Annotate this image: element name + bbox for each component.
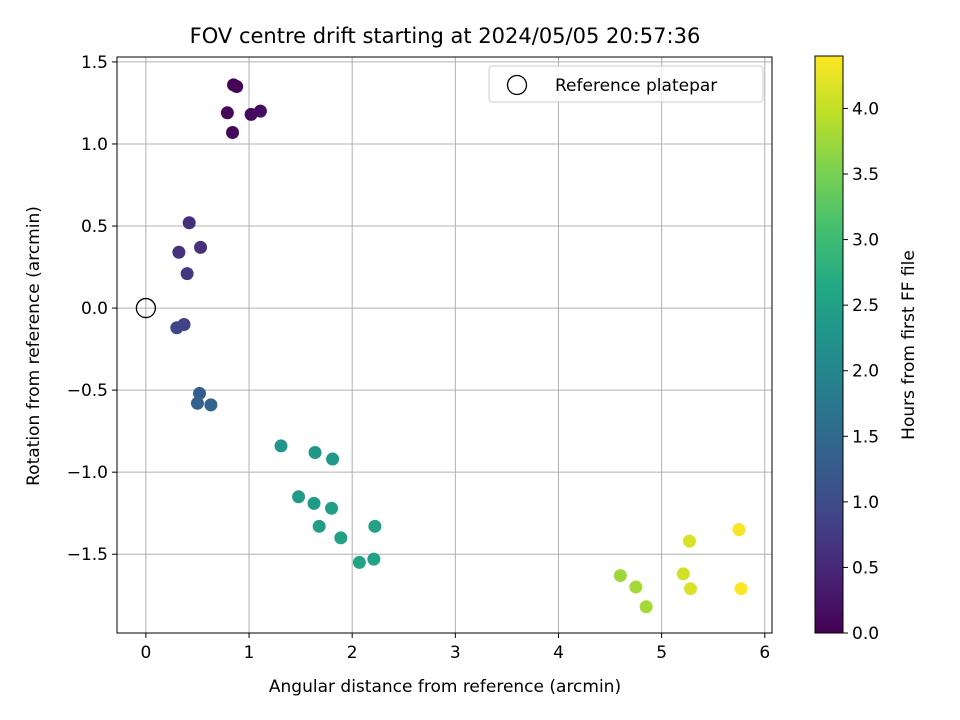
data-point — [676, 567, 690, 581]
colorbar-tick-label: 3.0 — [852, 231, 879, 251]
data-point — [308, 445, 322, 459]
data-point — [180, 267, 194, 281]
data-point — [325, 501, 339, 515]
data-point — [734, 582, 748, 596]
plot-axes-frame — [116, 56, 773, 634]
colorbar-tick-label: 0.5 — [852, 558, 879, 578]
data-point — [639, 600, 653, 614]
colorbar-tick-label: 2.5 — [852, 296, 879, 316]
y-tick-label: 0.0 — [81, 299, 108, 319]
data-point — [307, 496, 321, 510]
data-point — [193, 386, 207, 400]
data-point — [274, 439, 288, 453]
y-tick-label: 1.5 — [81, 53, 108, 73]
grid-lines — [117, 57, 772, 633]
reference-marker-layer — [135, 297, 157, 319]
x-tick-label: 5 — [656, 643, 667, 663]
data-point — [182, 216, 196, 230]
colorbar-gradient — [814, 55, 844, 634]
y-tick-label: 1.0 — [81, 135, 108, 155]
data-point — [368, 519, 382, 533]
colorbar-tick-label: 2.0 — [852, 362, 879, 382]
y-axis-label: Rotation from reference (arcmin) — [24, 206, 44, 486]
x-tick-label: 2 — [347, 643, 358, 663]
colorbar-tick-label: 3.5 — [852, 165, 879, 185]
reference-platepar-marker — [135, 297, 157, 319]
x-tick-label: 4 — [553, 643, 564, 663]
colorbar-tick-label: 1.5 — [852, 427, 879, 447]
data-point — [230, 80, 244, 94]
colorbar-tick-label: 4.0 — [852, 99, 879, 119]
colorbar-tick-label: 1.0 — [852, 493, 879, 513]
x-axis-label: Angular distance from reference (arcmin) — [269, 677, 621, 697]
axis-ticks: 0 1 2 3 4 5 6 −1.5 −1.0 −0.5 0.0 0.5 1.0 1.5 — [67, 53, 770, 663]
colorbar: 0.0 0.5 1.0 1.5 2.0 2.5 3.0 3.5 4.0 Hours from f… — [814, 55, 919, 644]
data-point — [204, 398, 218, 412]
data-point — [226, 125, 240, 139]
y-tick-label: 0.5 — [81, 217, 108, 237]
colorbar-ticks: 0.0 0.5 1.0 1.5 2.0 2.5 3.0 3.5 4.0 — [843, 99, 879, 644]
data-point — [682, 534, 696, 548]
y-tick-label: −0.5 — [67, 381, 108, 401]
x-tick-label: 0 — [140, 643, 151, 663]
data-point — [292, 490, 306, 504]
data-point — [312, 519, 326, 533]
data-point — [629, 580, 643, 594]
data-point — [172, 245, 186, 259]
data-point — [613, 569, 627, 583]
data-point — [190, 396, 204, 410]
data-point — [220, 106, 234, 120]
data-point — [684, 582, 698, 596]
y-tick-label: −1.0 — [67, 463, 108, 483]
data-point — [253, 104, 267, 118]
x-tick-label: 3 — [450, 643, 461, 663]
data-point — [326, 452, 340, 466]
colorbar-tick-label: 0.0 — [852, 624, 879, 644]
data-point — [334, 531, 348, 545]
chart-title: FOV centre drift starting at 2024/05/05 … — [190, 24, 701, 48]
data-point — [732, 523, 746, 537]
y-tick-label: −1.5 — [67, 545, 108, 565]
data-point — [194, 240, 208, 254]
scatter-points — [170, 78, 748, 614]
data-point — [170, 321, 184, 335]
data-point — [352, 555, 366, 569]
legend: Reference platepar — [488, 65, 764, 103]
data-point — [367, 552, 381, 566]
colorbar-label: Hours from first FF file — [899, 250, 919, 440]
legend-label-reference: Reference platepar — [555, 76, 717, 96]
legend-marker-reference — [506, 74, 528, 96]
legend-box — [488, 65, 764, 103]
x-tick-label: 1 — [244, 643, 255, 663]
x-tick-label: 6 — [759, 643, 770, 663]
